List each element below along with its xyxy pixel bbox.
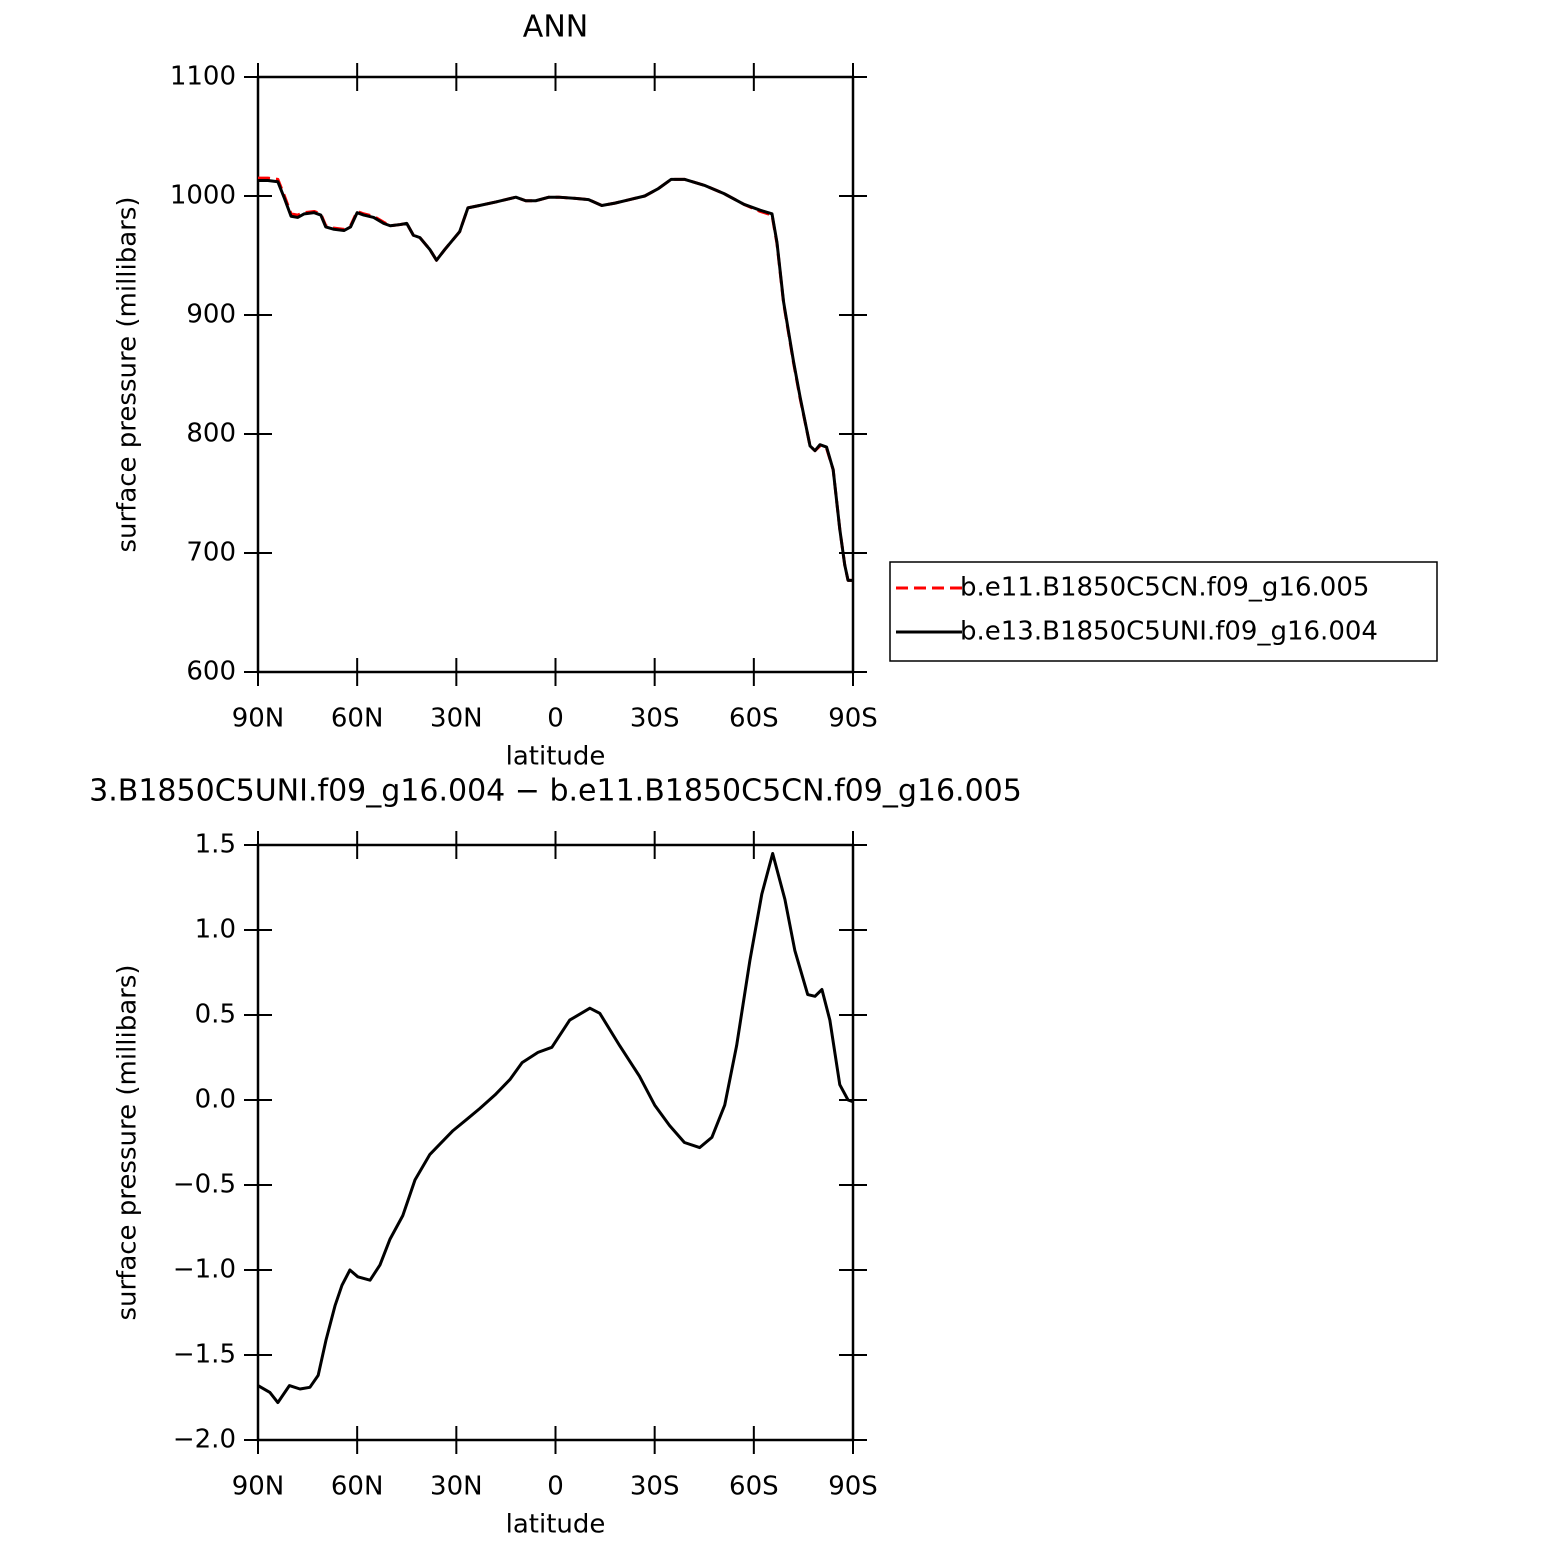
x-tick-label: 30N [430,704,483,734]
y-tick-label: 1100 [170,62,236,92]
plot-frame [256,843,855,1442]
chart-title: 3.B1850C5UNI.f09_g16.004 − b.e11.B1850C5… [89,774,1022,809]
x-tick-label: 0 [547,1472,564,1502]
data-line [257,852,854,1405]
legend-label: b.e13.B1850C5UNI.f09_g16.004 [960,617,1378,647]
x-axis-label: latitude [506,742,606,772]
data-line [258,177,853,582]
legend-label: b.e11.B1850C5CN.f09_g16.005 [960,573,1369,603]
y-tick-label: 900 [186,300,236,330]
y-tick-label: 700 [186,538,236,568]
y-tick-label: 600 [186,657,236,687]
x-tick-label: 90N [232,1472,285,1502]
y-tick-label: 800 [186,419,236,449]
y-tick-label: −1.5 [173,1340,236,1370]
plot-frame [256,75,855,674]
y-tick-label: −1.0 [173,1255,236,1285]
x-tick-label: 60S [729,704,779,734]
y-tick-label: 0.0 [195,1085,236,1115]
chart-title: ANN [523,10,588,45]
legend-box [889,561,1438,662]
y-tick-label: 1.5 [195,830,236,860]
x-tick-label: 60N [331,1472,384,1502]
x-tick-label: 60S [729,1472,779,1502]
y-tick-label: −0.5 [173,1170,236,1200]
x-tick-label: 90S [828,704,878,734]
x-tick-label: 90S [828,1472,878,1502]
x-tick-label: 90N [232,704,285,734]
y-axis-label: surface pressure (millibars) [113,964,143,1320]
y-tick-label: 1.0 [195,915,236,945]
x-tick-label: 30S [630,704,680,734]
x-axis-label: latitude [506,1510,606,1540]
x-tick-label: 30S [630,1472,680,1502]
y-axis-label: surface pressure (millibars) [113,196,143,552]
x-tick-label: 30N [430,1472,483,1502]
x-tick-label: 60N [331,704,384,734]
data-line [258,176,853,582]
y-tick-label: −2.0 [173,1425,236,1455]
x-tick-label: 0 [547,704,564,734]
y-tick-label: 0.5 [195,1000,236,1030]
y-tick-label: 1000 [170,181,236,211]
